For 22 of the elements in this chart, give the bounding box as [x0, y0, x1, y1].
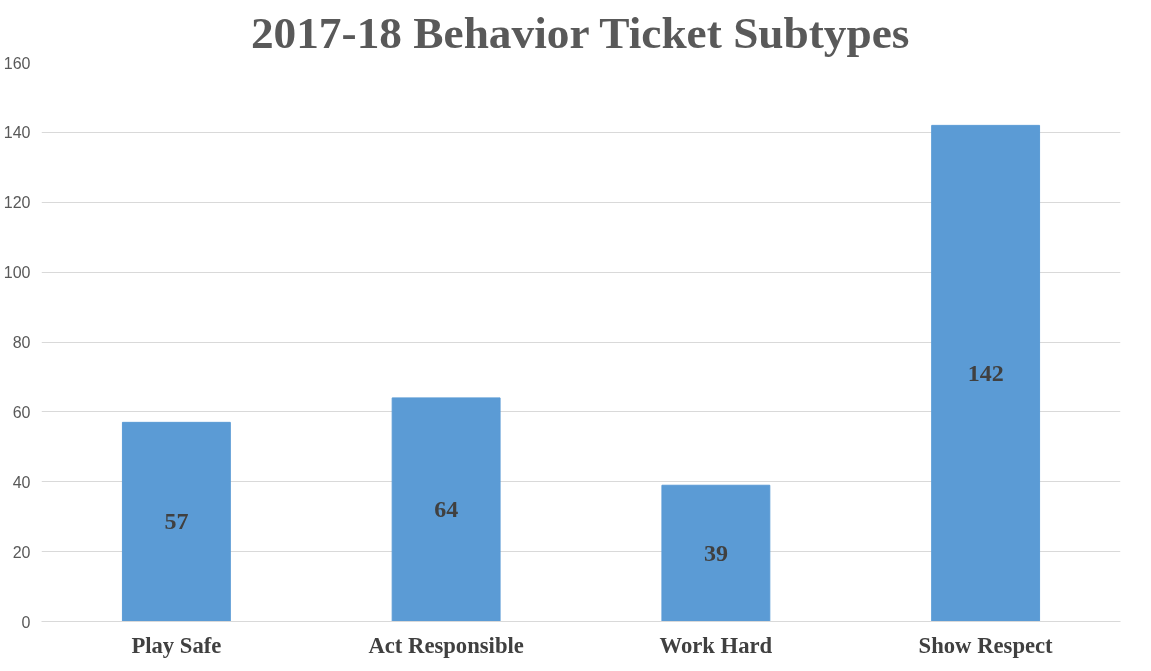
y-tick-label: 80	[12, 334, 31, 351]
chart-title: 2017-18 Behavior Ticket Subtypes	[250, 7, 910, 58]
y-tick-label: 20	[12, 543, 31, 561]
data-label: 142	[967, 359, 1004, 386]
bar	[931, 124, 1041, 622]
x-tick-label: Show Respect	[918, 632, 1054, 658]
y-tick-label: 100	[3, 264, 31, 282]
bar	[121, 421, 231, 622]
y-tick-label: 60	[12, 403, 31, 421]
data-label: 64	[434, 496, 459, 523]
x-tick-label: Act Responsible	[368, 632, 524, 658]
data-label: 39	[703, 539, 728, 566]
x-tick-label: Work Hard	[659, 632, 773, 658]
bar	[391, 397, 501, 622]
y-tick-label: 120	[3, 194, 31, 212]
y-tick-label: 0	[21, 613, 31, 631]
y-tick-label: 140	[3, 124, 31, 142]
x-tick-label: Play Safe	[131, 632, 222, 658]
data-label: 57	[164, 508, 189, 535]
y-tick-label: 40	[12, 473, 31, 491]
y-tick-label: 160	[3, 54, 31, 72]
bar	[661, 484, 771, 622]
